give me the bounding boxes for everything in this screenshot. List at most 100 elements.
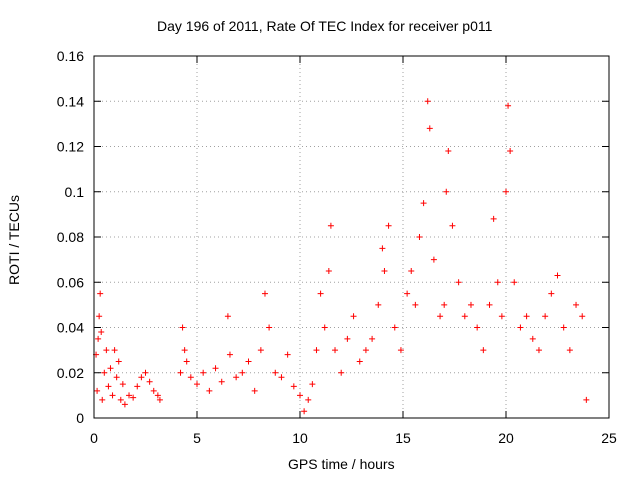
data-point: [503, 188, 509, 195]
data-point: [181, 347, 188, 354]
data-point: [517, 324, 524, 331]
x-tick-label: 15: [395, 430, 411, 446]
data-point: [344, 335, 351, 342]
data-point: [233, 374, 240, 381]
data-point: [317, 290, 324, 297]
data-point: [103, 347, 110, 354]
data-point: [179, 324, 186, 331]
data-point: [391, 324, 398, 331]
data-point: [443, 188, 450, 195]
x-tick-label: 20: [498, 430, 514, 446]
data-point: [105, 383, 112, 390]
x-tick-label: 25: [601, 430, 617, 446]
data-point: [278, 374, 285, 381]
data-point: [467, 301, 474, 308]
data-point: [566, 347, 573, 354]
x-axis-label: GPS time / hours: [288, 456, 395, 472]
data-point: [224, 313, 231, 320]
data-point: [218, 378, 225, 385]
data-point: [579, 313, 586, 320]
data-point: [134, 383, 141, 390]
data-point: [194, 381, 200, 388]
data-point: [511, 279, 518, 286]
data-point: [115, 358, 122, 365]
data-point: [239, 369, 246, 376]
data-point: [297, 392, 303, 399]
data-point: [474, 324, 481, 331]
data-point: [350, 313, 357, 320]
data-point: [507, 148, 514, 155]
data-point: [117, 396, 124, 403]
data-point: [109, 392, 116, 399]
data-point: [560, 324, 567, 331]
data-point: [542, 313, 549, 320]
data-point: [480, 347, 487, 354]
grid-lines: [94, 56, 609, 418]
data-point: [416, 234, 423, 240]
data-point: [146, 378, 153, 385]
plot-frame: [93, 55, 610, 419]
data-point: [200, 369, 207, 376]
data-point: [126, 392, 133, 399]
y-tick-label: 0.12: [57, 139, 84, 155]
y-tick-label: 0.08: [57, 229, 84, 245]
data-point: [385, 222, 392, 229]
data-point: [412, 301, 419, 308]
data-point: [369, 335, 376, 342]
data-point: [212, 365, 219, 372]
data-point: [535, 347, 542, 354]
data-point: [327, 222, 334, 229]
data-point: [437, 313, 444, 320]
data-point: [245, 358, 252, 365]
data-point: [98, 329, 105, 336]
data-point: [397, 347, 404, 354]
y-tick-label: 0.1: [65, 184, 85, 200]
data-point: [529, 335, 536, 342]
data-point: [187, 374, 194, 381]
data-point: [455, 279, 462, 286]
data-point: [583, 396, 590, 403]
data-point: [430, 256, 437, 263]
data-point: [257, 347, 264, 354]
y-tick-label: 0.04: [57, 320, 84, 336]
data-point: [338, 369, 345, 376]
data-point: [445, 148, 452, 155]
y-tick-label: 0: [76, 410, 84, 426]
data-point: [130, 394, 137, 401]
x-tick-label: 10: [292, 430, 308, 446]
data-point: [321, 324, 328, 331]
data-point: [362, 347, 369, 354]
data-point: [505, 102, 512, 109]
chart-title: Day 196 of 2011, Rate Of TEC Index for r…: [157, 18, 493, 34]
data-point: [206, 387, 213, 394]
data-point: [97, 290, 104, 297]
data-marks: [93, 98, 590, 415]
data-point: [107, 365, 114, 372]
data-point: [301, 408, 308, 415]
data-point: [449, 222, 456, 229]
data-point: [150, 387, 157, 394]
data-point: [121, 401, 128, 408]
data-point: [381, 267, 388, 274]
data-point: [554, 272, 561, 279]
data-point: [332, 347, 339, 354]
data-point: [375, 301, 382, 308]
data-point: [226, 351, 233, 358]
data-point: [251, 387, 258, 394]
data-point: [266, 324, 273, 331]
data-point: [111, 347, 118, 354]
data-point: [113, 374, 120, 381]
data-point: [94, 387, 101, 394]
data-point: [183, 358, 190, 365]
data-point: [309, 381, 316, 388]
data-point: [548, 290, 555, 297]
data-point: [523, 313, 530, 320]
data-point: [156, 396, 163, 403]
y-tick-label: 0.06: [57, 274, 84, 290]
y-tick-label: 0.14: [57, 93, 84, 109]
data-point: [290, 383, 297, 390]
data-point: [284, 351, 291, 358]
data-point: [379, 245, 386, 252]
x-tick-label: 5: [193, 430, 201, 446]
